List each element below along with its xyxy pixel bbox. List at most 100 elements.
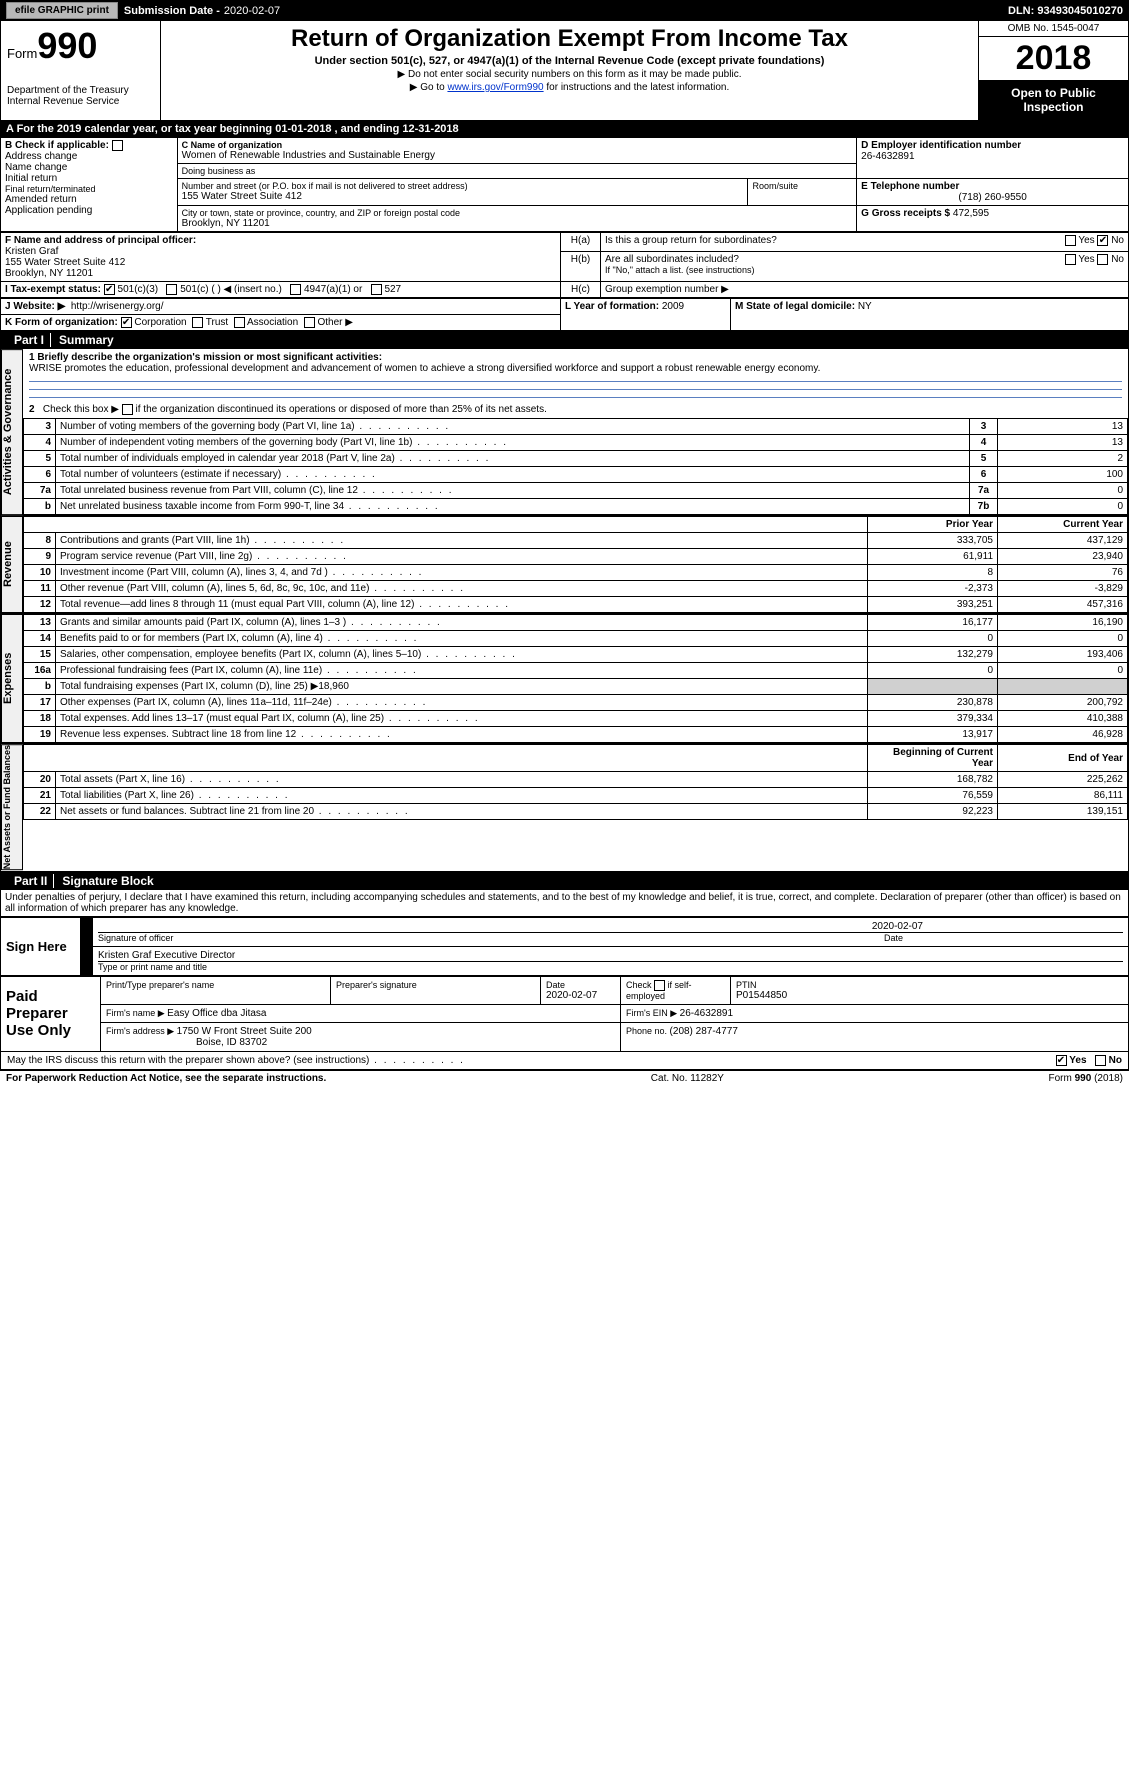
box-j-label: J Website: ▶ xyxy=(5,301,65,312)
line-box: 7b xyxy=(970,499,998,515)
officer-addr2: Brooklyn, NY 11201 xyxy=(5,268,556,279)
line-text: Number of independent voting members of … xyxy=(56,435,970,451)
line-text: Contributions and grants (Part VIII, lin… xyxy=(56,533,868,549)
form-note2: ▶ Go to www.irs.gov/Form990 for instruct… xyxy=(169,82,970,93)
line-val: 13 xyxy=(998,419,1128,435)
topbar: efile GRAPHIC print Submission Date - 20… xyxy=(0,0,1129,21)
prior-val: 61,911 xyxy=(868,549,998,565)
ptin: P01544850 xyxy=(736,990,1123,1001)
line-text: Number of voting members of the governin… xyxy=(56,419,970,435)
dln: DLN: 93493045010270 xyxy=(1008,5,1123,17)
checkbox[interactable] xyxy=(654,980,665,991)
line-num: 21 xyxy=(24,788,56,804)
form-header: Form990 Department of the Treasury Inter… xyxy=(0,21,1129,121)
end-val: 225,262 xyxy=(998,772,1128,788)
box-g-label: G Gross receipts $ xyxy=(861,208,953,219)
row-a: A For the 2019 calendar year, or tax yea… xyxy=(0,121,1129,137)
line-num: 22 xyxy=(24,804,56,820)
checkbox[interactable] xyxy=(122,404,133,415)
line-num: b xyxy=(24,499,56,515)
current-val: 0 xyxy=(998,631,1128,647)
submission-date: 2020-02-07 xyxy=(224,5,280,17)
line-val: 100 xyxy=(998,467,1128,483)
checkbox[interactable] xyxy=(121,317,132,328)
box-f-label: F Name and address of principal officer: xyxy=(5,235,556,246)
checkbox[interactable] xyxy=(304,317,315,328)
checkbox[interactable] xyxy=(371,284,382,295)
info-block: B Check if applicable: Address change Na… xyxy=(0,137,1129,232)
current-val xyxy=(998,679,1128,695)
beg-val: 92,223 xyxy=(868,804,998,820)
signature-block: Sign Here 2020-02-07 Signature of office… xyxy=(0,917,1129,976)
checkbox-yes[interactable] xyxy=(1065,235,1076,246)
firm-name: Easy Office dba Jitasa xyxy=(167,1008,266,1019)
irs-link[interactable]: www.irs.gov/Form990 xyxy=(447,82,543,93)
efile-button[interactable]: efile GRAPHIC print xyxy=(6,2,118,19)
line-num: 6 xyxy=(24,467,56,483)
line-box: 3 xyxy=(970,419,998,435)
line-num: 18 xyxy=(24,711,56,727)
line-box: 6 xyxy=(970,467,998,483)
checkbox-no[interactable] xyxy=(1095,1055,1106,1066)
line-text: Total unrelated business revenue from Pa… xyxy=(56,483,970,499)
prior-val: 379,334 xyxy=(868,711,998,727)
beg-val: 168,782 xyxy=(868,772,998,788)
sig-date: 2020-02-07 xyxy=(98,921,1123,932)
current-val: 200,792 xyxy=(998,695,1128,711)
prior-val: 13,917 xyxy=(868,727,998,743)
current-val: 410,388 xyxy=(998,711,1128,727)
line-text: Professional fundraising fees (Part IX, … xyxy=(56,663,868,679)
ha-label: H(a) xyxy=(561,233,601,252)
checkbox[interactable] xyxy=(192,317,203,328)
line1-text: WRISE promotes the education, profession… xyxy=(29,363,820,374)
current-val: -3,829 xyxy=(998,581,1128,597)
checkbox-no[interactable] xyxy=(1097,235,1108,246)
current-val: 46,928 xyxy=(998,727,1128,743)
end-val: 86,111 xyxy=(998,788,1128,804)
checkbox[interactable] xyxy=(234,317,245,328)
side-netassets: Net Assets or Fund Balances xyxy=(1,744,23,870)
checkbox-no[interactable] xyxy=(1097,254,1108,265)
checkbox[interactable] xyxy=(290,284,301,295)
city: Brooklyn, NY 11201 xyxy=(182,218,853,229)
checkbox[interactable] xyxy=(166,284,177,295)
line-text: Benefits paid to or for members (Part IX… xyxy=(56,631,868,647)
checkbox[interactable] xyxy=(104,284,115,295)
line-num: 10 xyxy=(24,565,56,581)
prior-val: -2,373 xyxy=(868,581,998,597)
officer-name-title: Kristen Graf Executive Director xyxy=(98,950,1123,961)
preparer-block: Paid Preparer Use Only Print/Type prepar… xyxy=(0,976,1129,1052)
firm-ein: 26-4632891 xyxy=(680,1008,733,1019)
line-text: Net unrelated business taxable income fr… xyxy=(56,499,970,515)
side-expenses: Expenses xyxy=(1,614,23,743)
paid-preparer-label: Paid Preparer Use Only xyxy=(1,976,101,1051)
state-domicile: NY xyxy=(858,301,872,312)
ein: 26-4632891 xyxy=(861,151,1124,162)
checkbox-yes[interactable] xyxy=(1056,1055,1067,1066)
ag-table: 3 Number of voting members of the govern… xyxy=(23,418,1128,515)
firm-addr1: 1750 W Front Street Suite 200 xyxy=(177,1026,312,1037)
line-box: 7a xyxy=(970,483,998,499)
dba-label: Doing business as xyxy=(182,166,853,176)
omb-number: OMB No. 1545-0047 xyxy=(979,21,1128,37)
line-text: Total liabilities (Part X, line 26) xyxy=(56,788,868,804)
checkbox[interactable] xyxy=(112,140,123,151)
declaration: Under penalties of perjury, I declare th… xyxy=(0,890,1129,917)
line-text: Total expenses. Add lines 13–17 (must eq… xyxy=(56,711,868,727)
prior-val xyxy=(868,679,998,695)
current-val: 193,406 xyxy=(998,647,1128,663)
line-text: Other revenue (Part VIII, column (A), li… xyxy=(56,581,868,597)
prior-val: 0 xyxy=(868,631,998,647)
firm-addr2: Boise, ID 83702 xyxy=(196,1037,267,1048)
footer-mid: Cat. No. 11282Y xyxy=(651,1073,724,1084)
line-num: 15 xyxy=(24,647,56,663)
date-label: Date xyxy=(884,933,1123,943)
box-i-label: I Tax-exempt status: xyxy=(5,284,101,295)
hc-text: Group exemption number ▶ xyxy=(601,282,1129,298)
current-val: 23,940 xyxy=(998,549,1128,565)
box-b-item: Amended return xyxy=(5,194,173,205)
checkbox-yes[interactable] xyxy=(1065,254,1076,265)
box-d-label: D Employer identification number xyxy=(861,140,1124,151)
line-text: Total revenue—add lines 8 through 11 (mu… xyxy=(56,597,868,613)
form-subtitle: Under section 501(c), 527, or 4947(a)(1)… xyxy=(169,55,970,67)
